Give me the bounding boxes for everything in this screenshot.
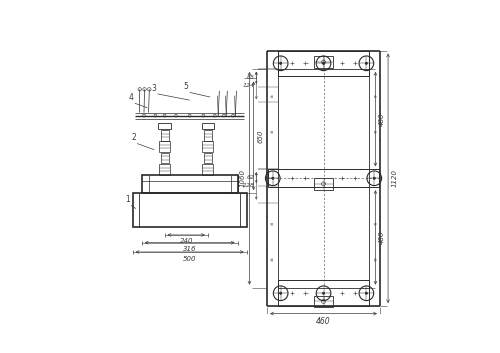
Text: 2: 2 <box>131 133 136 143</box>
Circle shape <box>366 292 368 294</box>
Text: 460: 460 <box>316 317 331 326</box>
Bar <box>132 193 246 227</box>
Circle shape <box>373 177 376 179</box>
Circle shape <box>322 292 324 294</box>
Circle shape <box>272 177 274 179</box>
Bar <box>204 152 212 163</box>
Text: 124: 124 <box>243 83 255 88</box>
Bar <box>278 281 368 306</box>
Bar <box>158 123 171 129</box>
Circle shape <box>366 62 368 64</box>
Circle shape <box>280 292 282 294</box>
Text: 62: 62 <box>247 175 255 180</box>
Text: 1120: 1120 <box>392 169 398 187</box>
Text: 3: 3 <box>152 84 156 93</box>
Text: 1: 1 <box>125 196 130 204</box>
Bar <box>142 174 238 193</box>
Bar <box>159 141 170 152</box>
Text: 480: 480 <box>379 112 385 126</box>
Text: 480: 480 <box>379 231 385 244</box>
Bar <box>314 56 332 68</box>
Bar <box>314 296 332 307</box>
Text: 650: 650 <box>257 129 263 143</box>
Circle shape <box>322 62 324 64</box>
Bar <box>204 130 212 140</box>
Text: 65: 65 <box>247 75 255 80</box>
Bar <box>202 123 214 129</box>
Text: 240: 240 <box>180 239 193 245</box>
Text: 500: 500 <box>183 256 196 262</box>
Bar <box>202 141 213 152</box>
Text: 4: 4 <box>128 93 134 102</box>
Text: 128: 128 <box>243 184 255 189</box>
Bar <box>159 164 170 174</box>
Text: 316: 316 <box>183 246 196 252</box>
Bar <box>160 130 168 140</box>
Bar <box>314 178 332 190</box>
Bar <box>160 152 168 163</box>
Circle shape <box>280 62 282 64</box>
Bar <box>278 50 368 76</box>
Text: 1060: 1060 <box>240 169 246 187</box>
Bar <box>268 169 379 187</box>
Bar <box>202 164 213 174</box>
Text: 5: 5 <box>184 82 188 91</box>
